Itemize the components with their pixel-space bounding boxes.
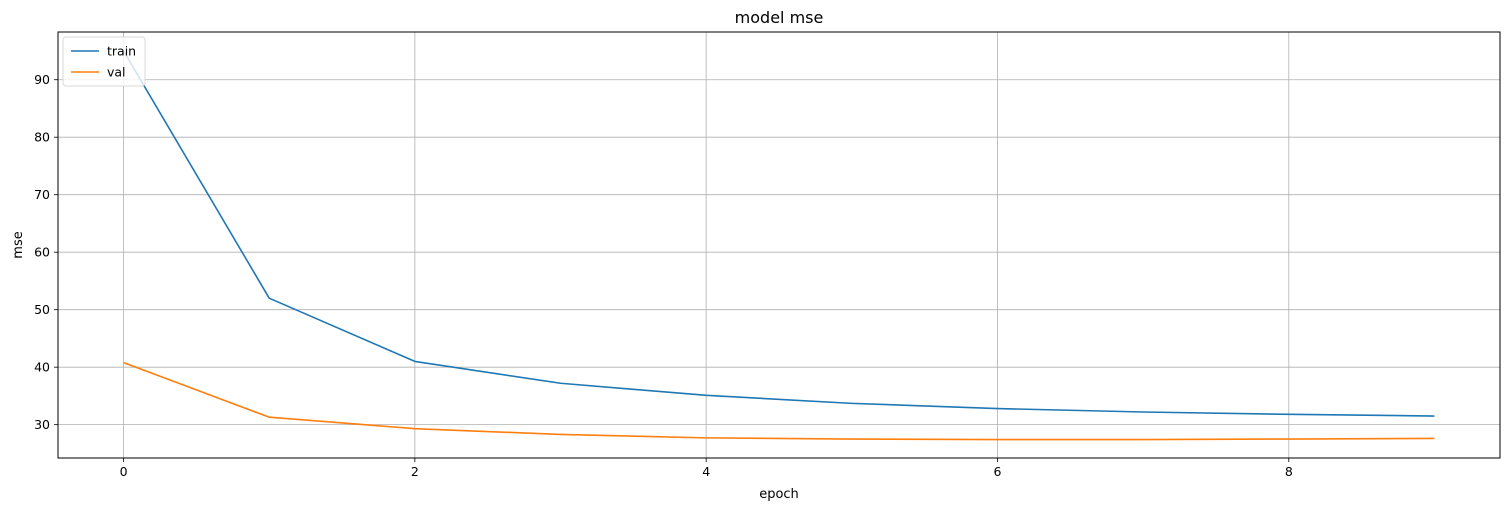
x-axis-label: epoch [759,487,799,502]
series-line-train [122,50,1435,417]
series-line-val [123,361,1435,441]
y-tick-label: 30 [34,417,50,432]
y-tick-label: 50 [34,302,50,317]
y-tick-label: 80 [34,130,50,145]
series-layer [122,50,1435,441]
y-tick-label: 40 [34,360,50,375]
axes-frame [57,31,1501,459]
x-tick-label: 4 [702,464,710,479]
y-tick-label: 70 [34,187,50,202]
legend-label-train: train [107,44,136,59]
y-tick-label: 90 [34,72,50,87]
grid [58,32,1500,458]
y-axis-label: mse [11,231,26,258]
legend-box [62,36,146,87]
ticks: 0 2 4 6 8 30 40 50 60 70 80 90 [34,72,1293,479]
x-tick-label: 0 [120,464,128,479]
x-tick-label: 8 [1285,464,1293,479]
y-tick-label: 60 [34,245,50,260]
x-tick-label: 6 [994,464,1002,479]
x-tick-label: 2 [411,464,419,479]
legend-label-val: val [107,65,126,80]
legend: train val [62,36,146,87]
chart-title: model mse [735,8,824,27]
